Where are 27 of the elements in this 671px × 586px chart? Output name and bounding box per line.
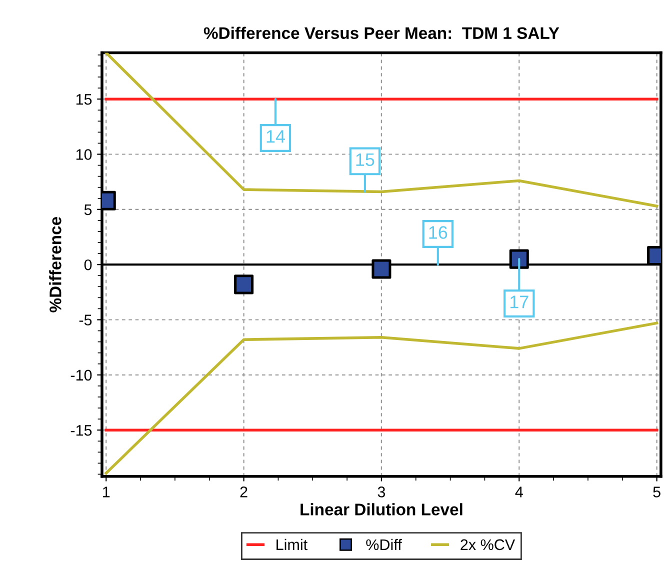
annotation: 16 [429,226,448,239]
x-tick-label: 3 [378,486,386,498]
annotation: 17 [510,296,528,308]
point [234,274,254,294]
y-tick-label: -15 [70,425,92,436]
y-tick-label: 15 [76,94,92,105]
y-tick-label: -5 [79,314,92,326]
x-axis-title: Linear Dilution Level [300,503,462,516]
x-tick-label: 1 [103,486,110,498]
x-tick-label: 4 [515,486,523,498]
y-axis-title: %Difference [49,216,62,312]
y-tick-label: 5 [84,204,92,216]
line-series [104,322,658,474]
annotation: 14 [266,130,285,143]
y-tick-label: -10 [70,370,92,381]
y-tick-label: 0 [84,259,92,270]
chart-title: %Difference Versus Peer Mean: TDM 1 SALY [204,26,560,40]
line-series [104,52,658,208]
annotation: 15 [356,153,374,166]
point [509,249,529,269]
legend-label: Limit [276,538,308,550]
y-tick-label: 10 [76,149,92,160]
point [372,259,392,279]
x-tick-label: 5 [653,486,660,498]
legend-label: 2x %CV [460,539,516,550]
x-tick-label: 2 [240,486,248,498]
legend-label: %Diff [366,538,402,550]
